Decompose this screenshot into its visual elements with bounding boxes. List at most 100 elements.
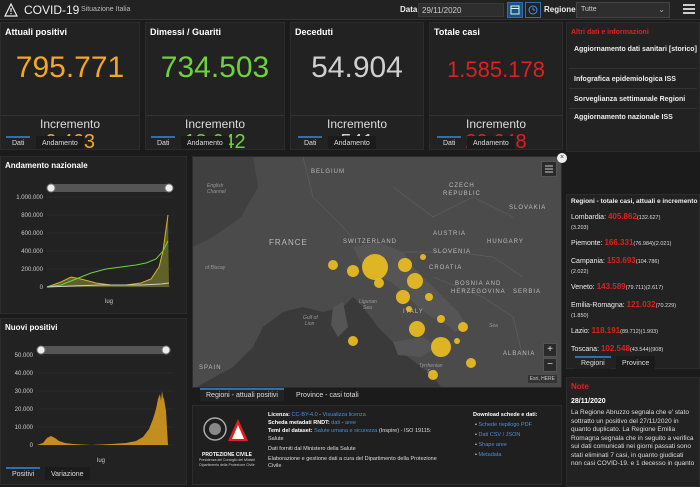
region-row[interactable]: Lazio: 118.191(89.712)(1.993) [571,326,699,337]
date-input[interactable]: 29/11/2020 [418,3,504,17]
time-slider-start-handle[interactable] [36,345,46,355]
list-icon [545,165,553,173]
download-link-shape[interactable]: • Shape aree [475,442,507,448]
tab-andamento[interactable]: Andamento [467,136,515,149]
zoom-in-button[interactable]: + [543,343,557,357]
bubble-toscana[interactable] [396,290,410,304]
calendar-button[interactable] [507,2,523,18]
download-shape-text[interactable]: Shape aree [478,442,507,448]
bubble-liguria[interactable] [374,278,384,288]
info-link-iss[interactable]: Aggiornamento nazionale ISS [574,114,673,121]
download-link-pdf[interactable]: • Schede riepilogo PDF [475,422,532,428]
tab-positivi[interactable]: Positivi [6,467,41,480]
time-button[interactable] [525,2,541,18]
bubble-veneto[interactable] [398,258,412,272]
map-label-czech: CZECH [449,183,475,189]
bubble-sicilia[interactable] [428,370,438,380]
region-bubbles[interactable] [328,254,476,380]
licenza-value-link[interactable]: CC-BY-4.0 [291,412,318,418]
map-label-albania: ALBANIA [503,351,535,357]
tab-regioni[interactable]: Regioni [575,356,611,369]
stat-panel-attuali-positivi: Attuali positivi 795.771 Incremento 6.46… [0,22,140,153]
bubble-piemonte[interactable] [347,265,359,277]
region-row[interactable]: Campania: 153.693(104.786) (2.022) [571,256,699,277]
bubble-emilia-romagna[interactable] [407,273,423,289]
region-row[interactable]: Veneto: 143.589(79.711)(2.617) [571,282,699,293]
tab-dati[interactable]: Dati [298,136,323,149]
stat-panel-deceduti: Deceduti 54.904 Incremento 541 [290,22,424,153]
region-row[interactable]: Toscana: 102.548(43.544)(908) [571,344,699,355]
map-close-button[interactable]: × [557,153,567,163]
tab-variazione[interactable]: Variazione [45,467,90,480]
time-slider-end-handle[interactable] [161,345,171,355]
temi-value-link[interactable]: Salute umana e sicurezza [314,428,378,434]
download-metadata-text[interactable]: Metadata [478,452,502,458]
bubble-lombardia[interactable] [362,254,388,280]
region-total: 166.331 [604,238,634,247]
download-link-csv[interactable]: • Dati CSV / JSON [475,432,521,438]
bubble-abruzzo[interactable] [437,315,445,323]
layer-list-button[interactable] [541,161,557,177]
note-title: Note [571,382,589,391]
download-pdf-text[interactable]: Schede riepilogo PDF [478,422,532,428]
tab-dati[interactable]: Dati [6,136,31,149]
tab-regioni-attuali-positivi[interactable]: Regioni - attuali positivi [200,388,284,401]
menu-icon-line [683,4,695,6]
menu-button[interactable] [683,4,695,16]
y-tick-label: 20.000 [15,407,34,413]
region-select[interactable]: Tutte ⌄ [576,2,670,18]
close-icon: × [559,154,565,161]
info-link-infografica[interactable]: Infografica epidemiologica ISS [574,76,676,83]
tab-andamento[interactable]: Andamento [36,136,84,149]
protezione-civile-logo: PROTEZIONE CIVILE Presidenza del Consigl… [198,413,256,473]
bubble-calabria[interactable] [466,358,476,368]
tab-province-casi-totali[interactable]: Province - casi totali [290,388,365,401]
region-row[interactable]: Piemonte: 166.331(76.984)(2.021) [571,238,699,249]
info-link-sorveglianza[interactable]: Sorveglianza settimanale Regioni [574,96,686,103]
tab-andamento[interactable]: Andamento [181,136,229,149]
time-slider-track[interactable] [39,346,169,354]
bubble-trentino[interactable] [420,254,426,260]
bubble-umbria[interactable] [406,306,412,312]
metadati-dati-link[interactable]: dati [331,420,341,426]
minus-icon: − [547,359,553,370]
tab-dati[interactable]: Dati [437,136,462,149]
y-tick-label: 10.000 [15,425,34,431]
stat-increment-label: Incremento [326,117,388,131]
stat-increment-label: Incremento [184,117,246,131]
region-current: (70.229) [655,303,677,309]
bubble-campania[interactable] [431,337,451,357]
map-canvas[interactable]: BELGIUM CZECH REPUBLIC SLOVAKIA FRANCE A… [193,157,562,388]
bubble-puglia[interactable] [458,322,468,332]
region-current: (89.712) [620,329,641,335]
note-text: La Regione Abruzzo segnala che e' stato … [571,409,695,467]
tab-andamento[interactable]: Andamento [328,136,376,149]
map-view[interactable]: BELGIUM CZECH REPUBLIC SLOVAKIA FRANCE A… [192,156,562,388]
country-borders [302,157,524,358]
y-tick-label: 0 [40,285,44,291]
divider [569,108,697,109]
region-row[interactable]: Lombardia: 405.862(132.627) (3.203) [571,212,699,233]
tab-dati[interactable]: Dati [151,136,176,149]
map-label-lion: Lion [305,321,315,327]
visualizza-licenza-link[interactable]: Visualizza licenza [322,412,366,418]
bubble-sardegna[interactable] [348,336,358,346]
tab-province[interactable]: Province [616,356,656,369]
chevron-down-icon: ⌄ [658,5,665,14]
stat-title: Deceduti [295,27,334,37]
download-csv-text[interactable]: Dati CSV / JSON [478,432,521,438]
bubble-marche[interactable] [425,293,433,301]
time-slider-start-handle[interactable] [46,183,56,193]
bubble-basilicata[interactable] [454,338,460,344]
note-panel: Note 28/11/2020 La Regione Abruzzo segna… [566,377,700,487]
download-link-metadata[interactable]: • Metadata [475,452,502,458]
time-slider-end-handle[interactable] [164,183,174,193]
bubble-lazio[interactable] [409,321,425,337]
zoom-out-button[interactable]: − [543,358,557,372]
time-slider-track[interactable] [49,184,173,192]
metadati-aree-link[interactable]: aree [345,420,357,426]
bubble-valle-aosta[interactable] [328,260,338,270]
region-row[interactable]: Emilia-Romagna: 121.032(70.229) (1.850) [571,300,699,321]
info-link-dati-sanitari[interactable]: Aggiornamento dati sanitari [storico] [574,46,697,53]
map-label-slovakia: SLOVAKIA [509,205,546,211]
